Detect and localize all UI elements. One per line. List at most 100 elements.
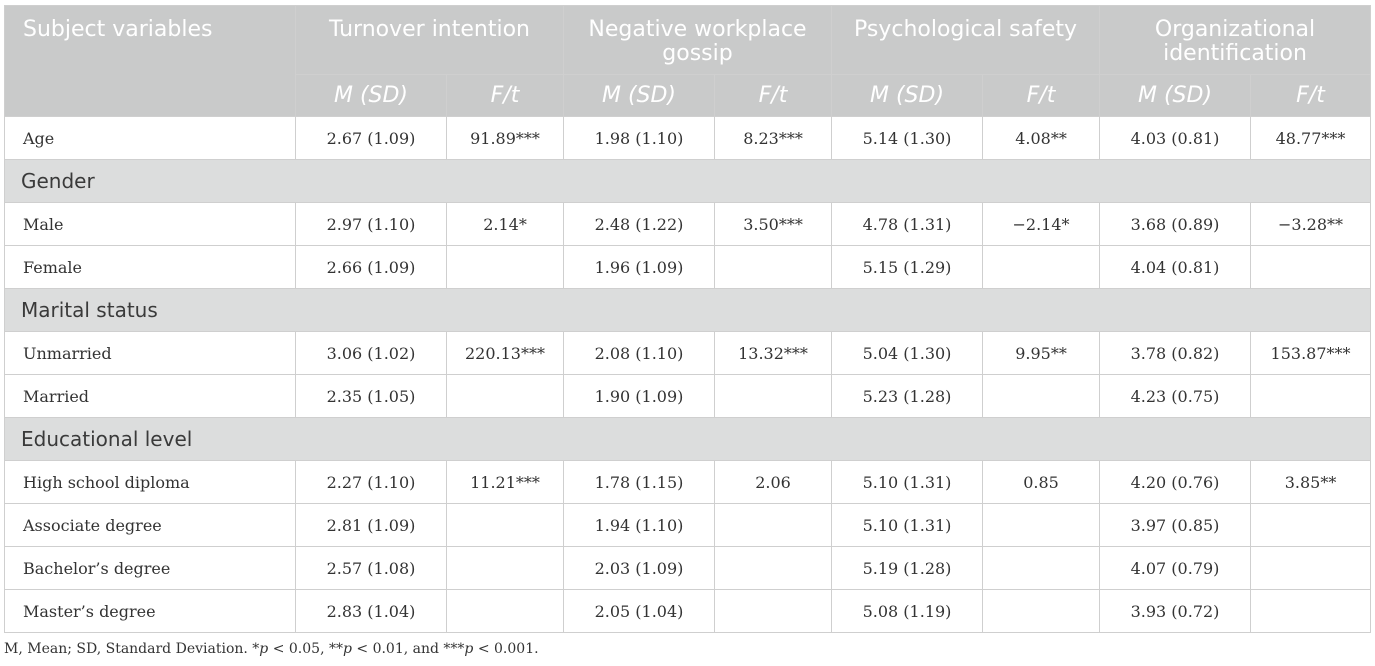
- header-row-sub: M (SD) F/t M (SD) F/t M (SD) F/t M (SD) …: [5, 74, 1372, 117]
- table-footnote: M, Mean; SD, Standard Deviation. *p < 0.…: [4, 641, 539, 657]
- cell-mean-sd: 5.14 (1.30): [831, 116, 984, 160]
- cell-f-t: [982, 546, 1101, 590]
- cell-mean-sd: 2.97 (1.10): [295, 202, 447, 246]
- row-label: Male: [4, 202, 296, 246]
- header-organizational-identification: Organizational identification: [1099, 5, 1372, 75]
- cell-mean-sd: 5.10 (1.31): [831, 460, 984, 504]
- cell-mean-sd: 3.06 (1.02): [295, 331, 447, 375]
- cell-f-t: 48.77***: [1250, 116, 1372, 160]
- row-label: Associate degree: [4, 503, 296, 547]
- table-row: Associate degree 2.81 (1.09) 1.94 (1.10) 5.…: [4, 503, 1372, 547]
- cell-f-t: 91.89***: [446, 116, 564, 160]
- cell-f-t: 8.23***: [713, 116, 833, 160]
- table-row: Unmarried 3.06 (1.02) 220.13*** 2.08 (1.10)…: [4, 331, 1372, 375]
- cell-f-t: [713, 245, 833, 289]
- cell-mean-sd: 5.04 (1.30): [831, 331, 984, 375]
- cell-mean-sd: 4.20 (0.76): [1099, 460, 1252, 504]
- cell-f-t: 13.32***: [713, 331, 833, 375]
- cell-mean-sd: 5.15 (1.29): [831, 245, 984, 289]
- cell-mean-sd: 4.23 (0.75): [1099, 374, 1252, 418]
- cell-mean-sd: 5.08 (1.19): [831, 589, 984, 633]
- cell-mean-sd: 2.81 (1.09): [295, 503, 447, 547]
- table-row: Married 2.35 (1.05) 1.90 (1.09) 5.23 (1.28)…: [4, 374, 1372, 418]
- cell-f-t: 11.21***: [446, 460, 564, 504]
- subheader-f-t: F/t: [982, 74, 1101, 117]
- subheader-m-sd: M (SD): [831, 74, 984, 117]
- descriptive-statistics-table: Subject variables Turnover intention Neg…: [3, 5, 1372, 633]
- section-label: Marital status: [3, 288, 1372, 332]
- section-row-marital-status: Marital status: [3, 288, 1372, 332]
- cell-f-t: [713, 589, 833, 633]
- section-row-gender: Gender: [3, 159, 1372, 203]
- cell-mean-sd: 5.10 (1.31): [831, 503, 984, 547]
- cell-f-t: 2.14*: [446, 202, 564, 246]
- cell-f-t: [982, 589, 1101, 633]
- cell-f-t: 153.87***: [1250, 331, 1372, 375]
- cell-mean-sd: 1.78 (1.15): [563, 460, 715, 504]
- cell-f-t: [1250, 245, 1372, 289]
- cell-mean-sd: 1.90 (1.09): [563, 374, 715, 418]
- cell-mean-sd: 4.04 (0.81): [1099, 245, 1252, 289]
- header-row-groups: Subject variables Turnover intention Neg…: [4, 5, 1372, 117]
- header-negative-workplace-gossip: Negative workplace gossip: [562, 5, 833, 75]
- subheader-f-t: F/t: [713, 74, 833, 117]
- cell-f-t: [446, 503, 564, 547]
- table-row: High school diploma 2.27 (1.10) 11.21*** 1.…: [4, 460, 1372, 504]
- cell-f-t: 220.13***: [446, 331, 564, 375]
- cell-f-t: [713, 546, 833, 590]
- table-row: Male 2.97 (1.10) 2.14* 2.48 (1.22) 3.50*** 4.…: [4, 202, 1372, 246]
- cell-f-t: [982, 503, 1101, 547]
- cell-mean-sd: 1.98 (1.10): [563, 116, 715, 160]
- table-row: Bachelor’s degree 2.57 (1.08) 2.03 (1.09) 5…: [4, 546, 1372, 590]
- section-label: Educational level: [3, 417, 1372, 461]
- cell-f-t: −3.28**: [1250, 202, 1372, 246]
- cell-mean-sd: 3.93 (0.72): [1099, 589, 1252, 633]
- cell-f-t: 2.06: [713, 460, 833, 504]
- cell-mean-sd: 3.68 (0.89): [1099, 202, 1252, 246]
- cell-f-t: [1250, 546, 1372, 590]
- cell-f-t: [1250, 503, 1372, 547]
- cell-mean-sd: 4.03 (0.81): [1099, 116, 1252, 160]
- cell-mean-sd: 2.35 (1.05): [295, 374, 447, 418]
- cell-f-t: −2.14*: [982, 202, 1101, 246]
- cell-mean-sd: 1.96 (1.09): [563, 245, 715, 289]
- cell-mean-sd: 2.03 (1.09): [563, 546, 715, 590]
- cell-f-t: 0.85: [982, 460, 1101, 504]
- cell-f-t: 9.95**: [982, 331, 1101, 375]
- section-row-educational-level: Educational level: [3, 417, 1372, 461]
- header-psychological-safety: Psychological safety: [831, 5, 1101, 75]
- cell-mean-sd: 4.78 (1.31): [831, 202, 984, 246]
- row-label: Bachelor’s degree: [4, 546, 296, 590]
- cell-f-t: 4.08**: [982, 116, 1101, 160]
- subheader-m-sd: M (SD): [563, 74, 715, 117]
- row-label: High school diploma: [4, 460, 296, 504]
- row-label: Master’s degree: [4, 589, 296, 633]
- row-label: Unmarried: [4, 331, 296, 375]
- subheader-m-sd: M (SD): [1099, 74, 1252, 117]
- header-subject-variables: Subject variables: [4, 5, 296, 117]
- cell-mean-sd: 1.94 (1.10): [563, 503, 715, 547]
- cell-f-t: [713, 374, 833, 418]
- cell-mean-sd: 2.67 (1.09): [295, 116, 447, 160]
- section-label: Gender: [3, 159, 1372, 203]
- cell-mean-sd: 5.23 (1.28): [831, 374, 984, 418]
- cell-mean-sd: 2.27 (1.10): [295, 460, 447, 504]
- cell-mean-sd: 4.07 (0.79): [1099, 546, 1252, 590]
- cell-mean-sd: 5.19 (1.28): [831, 546, 984, 590]
- cell-f-t: 3.50***: [713, 202, 833, 246]
- cell-f-t: [1250, 589, 1372, 633]
- cell-mean-sd: 3.97 (0.85): [1099, 503, 1252, 547]
- cell-mean-sd: 2.66 (1.09): [295, 245, 447, 289]
- cell-mean-sd: 2.48 (1.22): [563, 202, 715, 246]
- cell-f-t: [1250, 374, 1372, 418]
- row-label: Age: [4, 116, 296, 160]
- cell-mean-sd: 2.83 (1.04): [295, 589, 447, 633]
- cell-f-t: [982, 374, 1101, 418]
- row-label: Female: [4, 245, 296, 289]
- subheader-f-t: F/t: [446, 74, 564, 117]
- table-row: Female 2.66 (1.09) 1.96 (1.09) 5.15 (1.29) 4…: [4, 245, 1372, 289]
- cell-f-t: [446, 546, 564, 590]
- cell-mean-sd: 2.57 (1.08): [295, 546, 447, 590]
- subheader-m-sd: M (SD): [295, 74, 447, 117]
- cell-mean-sd: 2.08 (1.10): [563, 331, 715, 375]
